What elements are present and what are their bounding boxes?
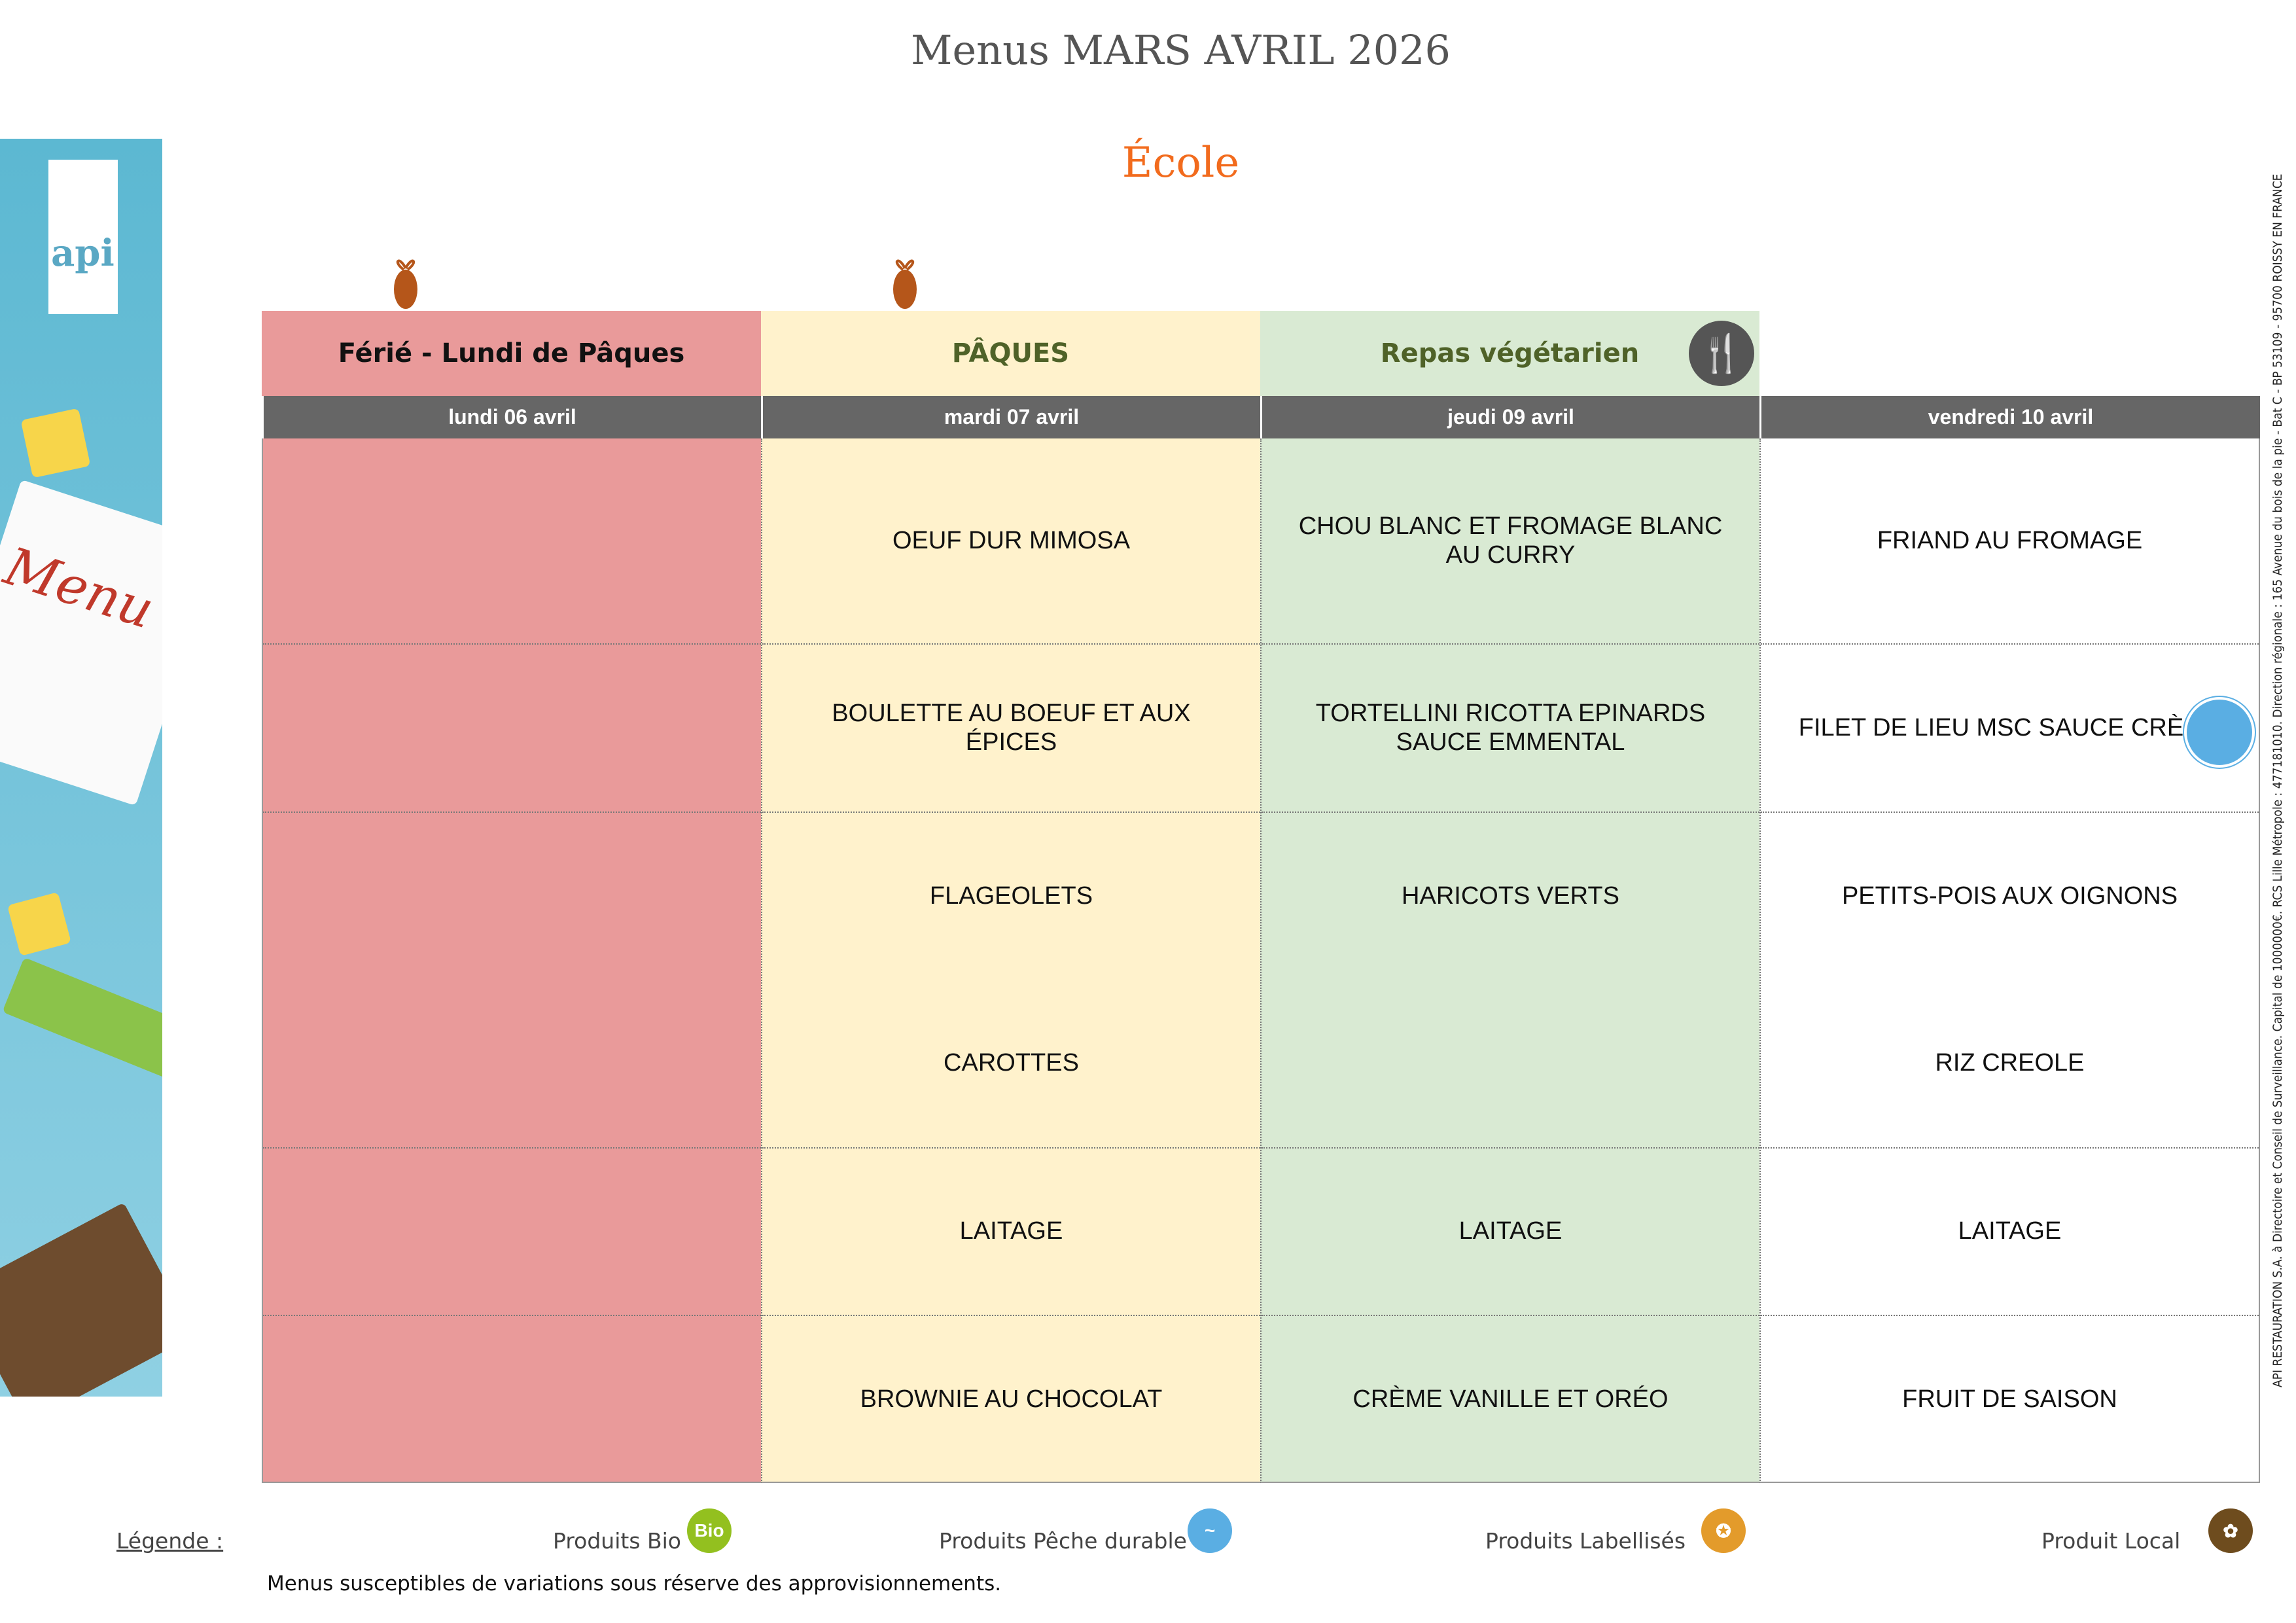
footnote: Menus susceptibles de variations sous ré… <box>267 1572 1002 1596</box>
menu-item <box>263 1147 761 1315</box>
menu-item <box>263 980 761 1147</box>
legend-icon-glyph: ~ <box>1204 1520 1216 1541</box>
legend-icon-glyph: Bio <box>694 1520 724 1541</box>
menu-item: LAITAGE <box>1262 1147 1759 1315</box>
day-column: CHOU BLANC ET FROMAGE BLANC AU CURRY TORT… <box>1260 438 1759 1483</box>
menu-item: TORTELLINI RICOTTA EPINARDS SAUCE EMMENT… <box>1262 643 1759 812</box>
menu-item-label: BOULETTE AU BOEUF ET AUX ÉPICES <box>832 699 1191 756</box>
menu-item: BROWNIE AU CHOCOLAT <box>762 1315 1260 1483</box>
easter-egg-icon <box>389 255 422 311</box>
day-banner: PÂQUES <box>761 311 1260 396</box>
paint-palette-icon <box>0 1202 162 1397</box>
menu-item <box>263 643 761 812</box>
menu-item: HARICOTS VERTS <box>1262 812 1759 980</box>
menu-item: PETITS-POIS AUX OIGNONS <box>1761 812 2259 980</box>
menu-paper-icon <box>0 479 162 806</box>
menu-item-label: FLAGEOLETS <box>929 882 1093 910</box>
menu-item-label: RIZ CREOLE <box>1935 1049 2085 1077</box>
day-header: vendredi 10 avril <box>1759 396 2260 438</box>
day-banner: Repas végétarien 🍴 <box>1260 311 1759 396</box>
menu-item-label: LAITAGE <box>1958 1217 2062 1245</box>
legend-item-label: Produits Pêche durable <box>939 1528 1187 1554</box>
menu-item: FILET DE LIEU MSC SAUCE CRÈME <box>1761 643 2259 812</box>
menu-item: RIZ CREOLE <box>1761 980 2259 1147</box>
local-icon: ✿ <box>2208 1508 2253 1553</box>
legend-item-label: Produits Bio <box>553 1528 682 1554</box>
menu-item <box>263 1315 761 1483</box>
menu-item-label: OEUF DUR MIMOSA <box>892 526 1131 554</box>
day-header: mardi 07 avril <box>761 396 1260 438</box>
menu-item-label: BROWNIE AU CHOCOLAT <box>860 1385 1163 1413</box>
menu-item-label: HARICOTS VERTS <box>1402 882 1619 910</box>
menu-item-label: FRUIT DE SAISON <box>1902 1385 2117 1413</box>
menu-item-label: LAITAGE <box>959 1217 1063 1245</box>
menu-item: FRUIT DE SAISON <box>1761 1315 2259 1483</box>
easter-egg-icon <box>889 255 921 311</box>
day-column: OEUF DUR MIMOSA BOULETTE AU BOEUF ET AUX … <box>761 438 1260 1483</box>
peche-durable-icon <box>2184 697 2255 768</box>
menu-item <box>1262 980 1759 1147</box>
menu-item-label: CRÈME VANILLE ET ORÉO <box>1352 1385 1669 1413</box>
vegetarian-fork-icon: 🍴 <box>1689 321 1754 386</box>
legal-text: API RESTAURATION S.A. à Directoire et Co… <box>2270 173 2285 1387</box>
logo-text: api <box>51 232 115 275</box>
day-banner: Férié - Lundi de Pâques <box>262 311 761 396</box>
bio-icon: Bio <box>687 1508 732 1553</box>
peche-durable-icon: ~ <box>1188 1508 1232 1553</box>
day-header: lundi 06 avril <box>262 396 761 438</box>
burger-note-icon <box>7 892 71 956</box>
day-column: FRIAND AU FROMAGE FILET DE LIEU MSC SAUCE… <box>1759 438 2260 1483</box>
menu-item: CAROTTES <box>762 980 1260 1147</box>
legend-icon-glyph: ✪ <box>1716 1520 1731 1541</box>
api-logo: api <box>48 160 118 314</box>
menu-item <box>263 438 761 643</box>
banner-label: Repas végétarien <box>1380 338 1640 368</box>
menu-item: FLAGEOLETS <box>762 812 1260 980</box>
ruler-icon <box>2 957 162 1081</box>
banner-label: Férié - Lundi de Pâques <box>338 338 685 368</box>
menu-item: CRÈME VANILLE ET ORÉO <box>1262 1315 1759 1483</box>
menu-item-label: CAROTTES <box>944 1049 1079 1077</box>
day-column <box>262 438 761 1483</box>
menu-item: CHOU BLANC ET FROMAGE BLANC AU CURRY <box>1262 438 1759 643</box>
legend-icon-glyph: ✿ <box>2223 1520 2238 1541</box>
menu-item-label: LAITAGE <box>1458 1217 1563 1245</box>
menu-item-label: TORTELLINI RICOTTA EPINARDS SAUCE EMMENT… <box>1315 699 1706 756</box>
menu-item <box>263 812 761 980</box>
label-icon: ✪ <box>1701 1508 1746 1553</box>
legend-label: Légende : <box>116 1528 224 1554</box>
menu-item-label: FILET DE LIEU MSC SAUCE CRÈME <box>1798 713 2221 741</box>
legend-item-label: Produits Labellisés <box>1485 1528 1686 1554</box>
menu-item-label: CHOU BLANC ET FROMAGE BLANC AU CURRY <box>1298 512 1723 569</box>
banner-label: PÂQUES <box>951 338 1070 368</box>
menu-item: BOULETTE AU BOEUF ET AUX ÉPICES <box>762 643 1260 812</box>
menu-item: LAITAGE <box>1761 1147 2259 1315</box>
menu-item: FRIAND AU FROMAGE <box>1761 438 2259 643</box>
menu-item: LAITAGE <box>762 1147 1260 1315</box>
page-title: Menus MARS AVRIL 2026 <box>911 26 1451 74</box>
day-header: jeudi 09 avril <box>1260 396 1759 438</box>
legend-item-label: Produit Local <box>2041 1528 2181 1554</box>
menu-item-label: PETITS-POIS AUX OIGNONS <box>1841 882 2178 910</box>
decorative-strip: api Menu <box>0 139 162 1397</box>
sticky-note-icon <box>20 408 91 478</box>
page-subtitle: École <box>1122 139 1240 187</box>
menu-item-label: FRIAND AU FROMAGE <box>1877 526 2143 554</box>
menu-item: OEUF DUR MIMOSA <box>762 438 1260 643</box>
